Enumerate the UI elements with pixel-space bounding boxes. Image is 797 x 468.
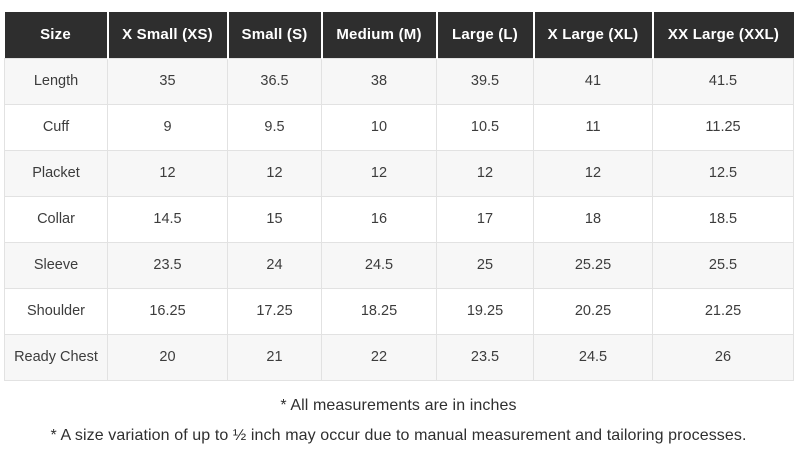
measurement-cell: 19.25 — [436, 287, 534, 335]
measurement-cell: 12.5 — [652, 149, 794, 197]
measurement-cell: 22 — [321, 333, 437, 381]
measurement-cell: 24.5 — [321, 241, 437, 289]
table-row: Sleeve 23.5 24 24.5 25 25.25 25.5 — [4, 241, 794, 289]
measurement-cell: 25.25 — [533, 241, 653, 289]
measurement-cell: 9 — [107, 103, 228, 151]
header-row: Size X Small (XS) Small (S) Medium (M) Large… — [4, 12, 794, 58]
measurement-cell: 26 — [652, 333, 794, 381]
note-measurements-units: * All measurements are in inches — [280, 396, 517, 414]
measurement-cell: 36.5 — [227, 57, 322, 105]
table-row: Collar 14.5 15 16 17 18 18.5 — [4, 195, 794, 243]
measurement-cell: 20 — [107, 333, 228, 381]
table-row: Cuff 9 9.5 10 10.5 11 11.25 — [4, 103, 794, 151]
measurement-cell: 15 — [227, 195, 322, 243]
measurement-cell: 20.25 — [533, 287, 653, 335]
measurement-cell: 21.25 — [652, 287, 794, 335]
size-chart-body: Length 35 36.5 38 39.5 41 41.5 Cuff 9 9.5 10 10.5 11… — [4, 57, 794, 381]
table-row: Placket 12 12 12 12 12 12.5 — [4, 149, 794, 197]
measurement-cell: 10 — [321, 103, 437, 151]
measurement-cell: 16 — [321, 195, 437, 243]
row-label: Placket — [4, 149, 108, 197]
table-row: Shoulder 16.25 17.25 18.25 19.25 20.25 21.25 — [4, 287, 794, 335]
measurement-cell: 41.5 — [652, 57, 794, 105]
row-label: Ready Chest — [4, 333, 108, 381]
measurement-cell: 17.25 — [227, 287, 322, 335]
measurement-cell: 21 — [227, 333, 322, 381]
measurement-cell: 17 — [436, 195, 534, 243]
measurement-cell: 18.25 — [321, 287, 437, 335]
measurement-cell: 23.5 — [107, 241, 228, 289]
measurement-cell: 11.25 — [652, 103, 794, 151]
row-label: Shoulder — [4, 287, 108, 335]
measurement-cell: 9.5 — [227, 103, 322, 151]
measurement-cell: 14.5 — [107, 195, 228, 243]
column-header: Small (S) — [226, 12, 322, 58]
measurement-cell: 18.5 — [652, 195, 794, 243]
column-header-size: Size — [4, 12, 108, 58]
measurement-cell: 25.5 — [652, 241, 794, 289]
column-header: Medium (M) — [320, 12, 437, 58]
measurement-cell: 11 — [533, 103, 653, 151]
measurement-cell: 12 — [436, 149, 534, 197]
column-header: X Small (XS) — [106, 12, 228, 58]
measurement-cell: 39.5 — [436, 57, 534, 105]
measurement-cell: 35 — [107, 57, 228, 105]
row-label: Cuff — [4, 103, 108, 151]
row-label: Length — [4, 57, 108, 105]
measurement-cell: 38 — [321, 57, 437, 105]
table-row: Length 35 36.5 38 39.5 41 41.5 — [4, 57, 794, 105]
measurement-cell: 12 — [227, 149, 322, 197]
footnotes: * All measurements are in inches * A siz… — [4, 396, 793, 444]
table-row: Ready Chest 20 21 22 23.5 24.5 26 — [4, 333, 794, 381]
column-header: X Large (XL) — [532, 12, 653, 58]
measurement-cell: 24.5 — [533, 333, 653, 381]
size-chart-header: Size X Small (XS) Small (S) Medium (M) Large… — [4, 12, 794, 58]
measurement-cell: 23.5 — [436, 333, 534, 381]
note-size-variation: * A size variation of up to ½ inch may o… — [50, 426, 747, 444]
measurement-cell: 10.5 — [436, 103, 534, 151]
measurement-cell: 25 — [436, 241, 534, 289]
measurement-cell: 12 — [321, 149, 437, 197]
row-label: Sleeve — [4, 241, 108, 289]
size-chart-table: Size X Small (XS) Small (S) Medium (M) Large… — [4, 12, 794, 381]
measurement-cell: 16.25 — [107, 287, 228, 335]
column-header: XX Large (XXL) — [651, 12, 794, 58]
measurement-cell: 41 — [533, 57, 653, 105]
measurement-cell: 12 — [107, 149, 228, 197]
measurement-cell: 24 — [227, 241, 322, 289]
measurement-cell: 18 — [533, 195, 653, 243]
column-header: Large (L) — [435, 12, 534, 58]
measurement-cell: 12 — [533, 149, 653, 197]
row-label: Collar — [4, 195, 108, 243]
